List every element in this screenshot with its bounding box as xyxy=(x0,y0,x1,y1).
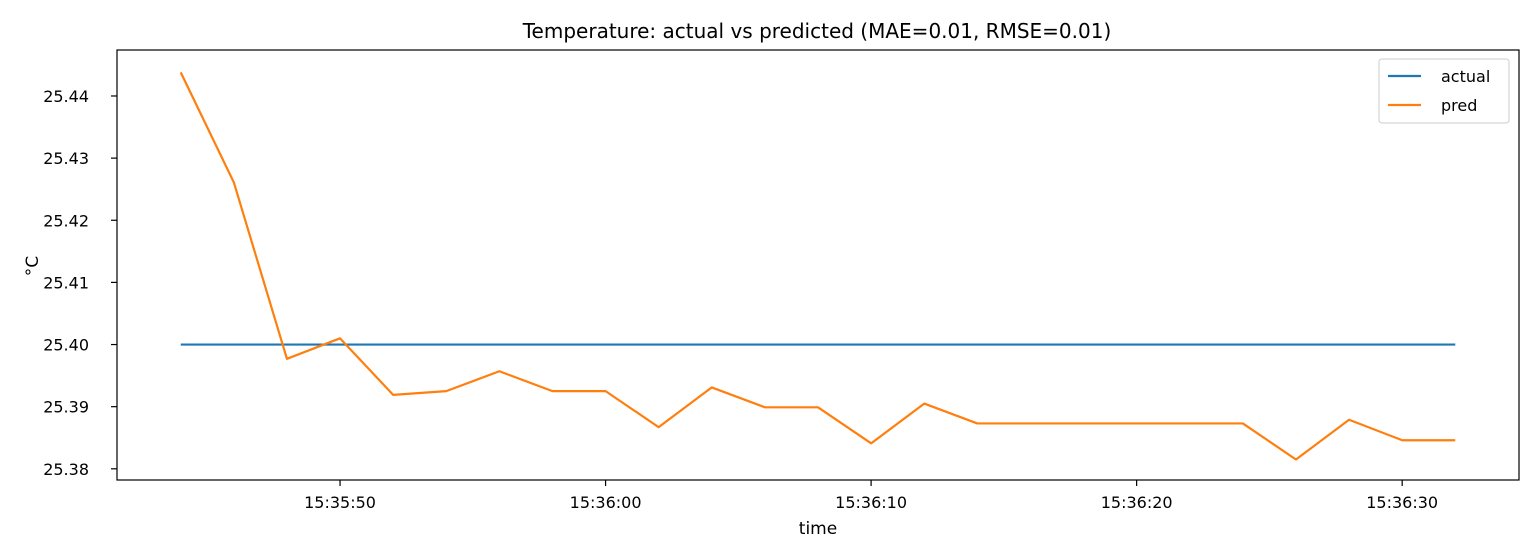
legend: actual pred xyxy=(1378,58,1510,124)
plot-area xyxy=(116,49,1520,481)
x-tick-label: 15:36:00 xyxy=(570,493,642,512)
series-line-pred xyxy=(179,71,1456,461)
y-tick-label: 25.38 xyxy=(43,460,89,479)
y-tick-label: 25.44 xyxy=(43,87,89,106)
y-tick-label: 25.43 xyxy=(43,149,89,168)
y-tick-label: 25.39 xyxy=(43,398,89,417)
y-tick-label: 25.41 xyxy=(43,273,89,292)
y-tick-label: 25.40 xyxy=(43,336,89,355)
legend-label-actual: actual xyxy=(1441,67,1490,86)
chart-title: Temperature: actual vs predicted (MAE=0.… xyxy=(522,19,1112,43)
x-axis-label: time xyxy=(799,519,837,539)
legend-label-pred: pred xyxy=(1441,96,1477,115)
y-axis-label: °C xyxy=(23,256,43,276)
x-axis: 15:35:50 15:36:00 15:36:10 15:36:20 15:36:30 xyxy=(304,480,1438,512)
y-tick-label: 25.42 xyxy=(43,211,89,230)
x-tick-label: 15:36:30 xyxy=(1366,493,1438,512)
x-tick-label: 15:35:50 xyxy=(304,493,376,512)
x-tick-label: 15:36:10 xyxy=(835,493,907,512)
series-layer xyxy=(179,71,1456,461)
y-axis: 25.38 25.39 25.40 25.41 25.42 25.43 25.44 xyxy=(43,87,117,479)
x-tick-label: 15:36:20 xyxy=(1101,493,1173,512)
